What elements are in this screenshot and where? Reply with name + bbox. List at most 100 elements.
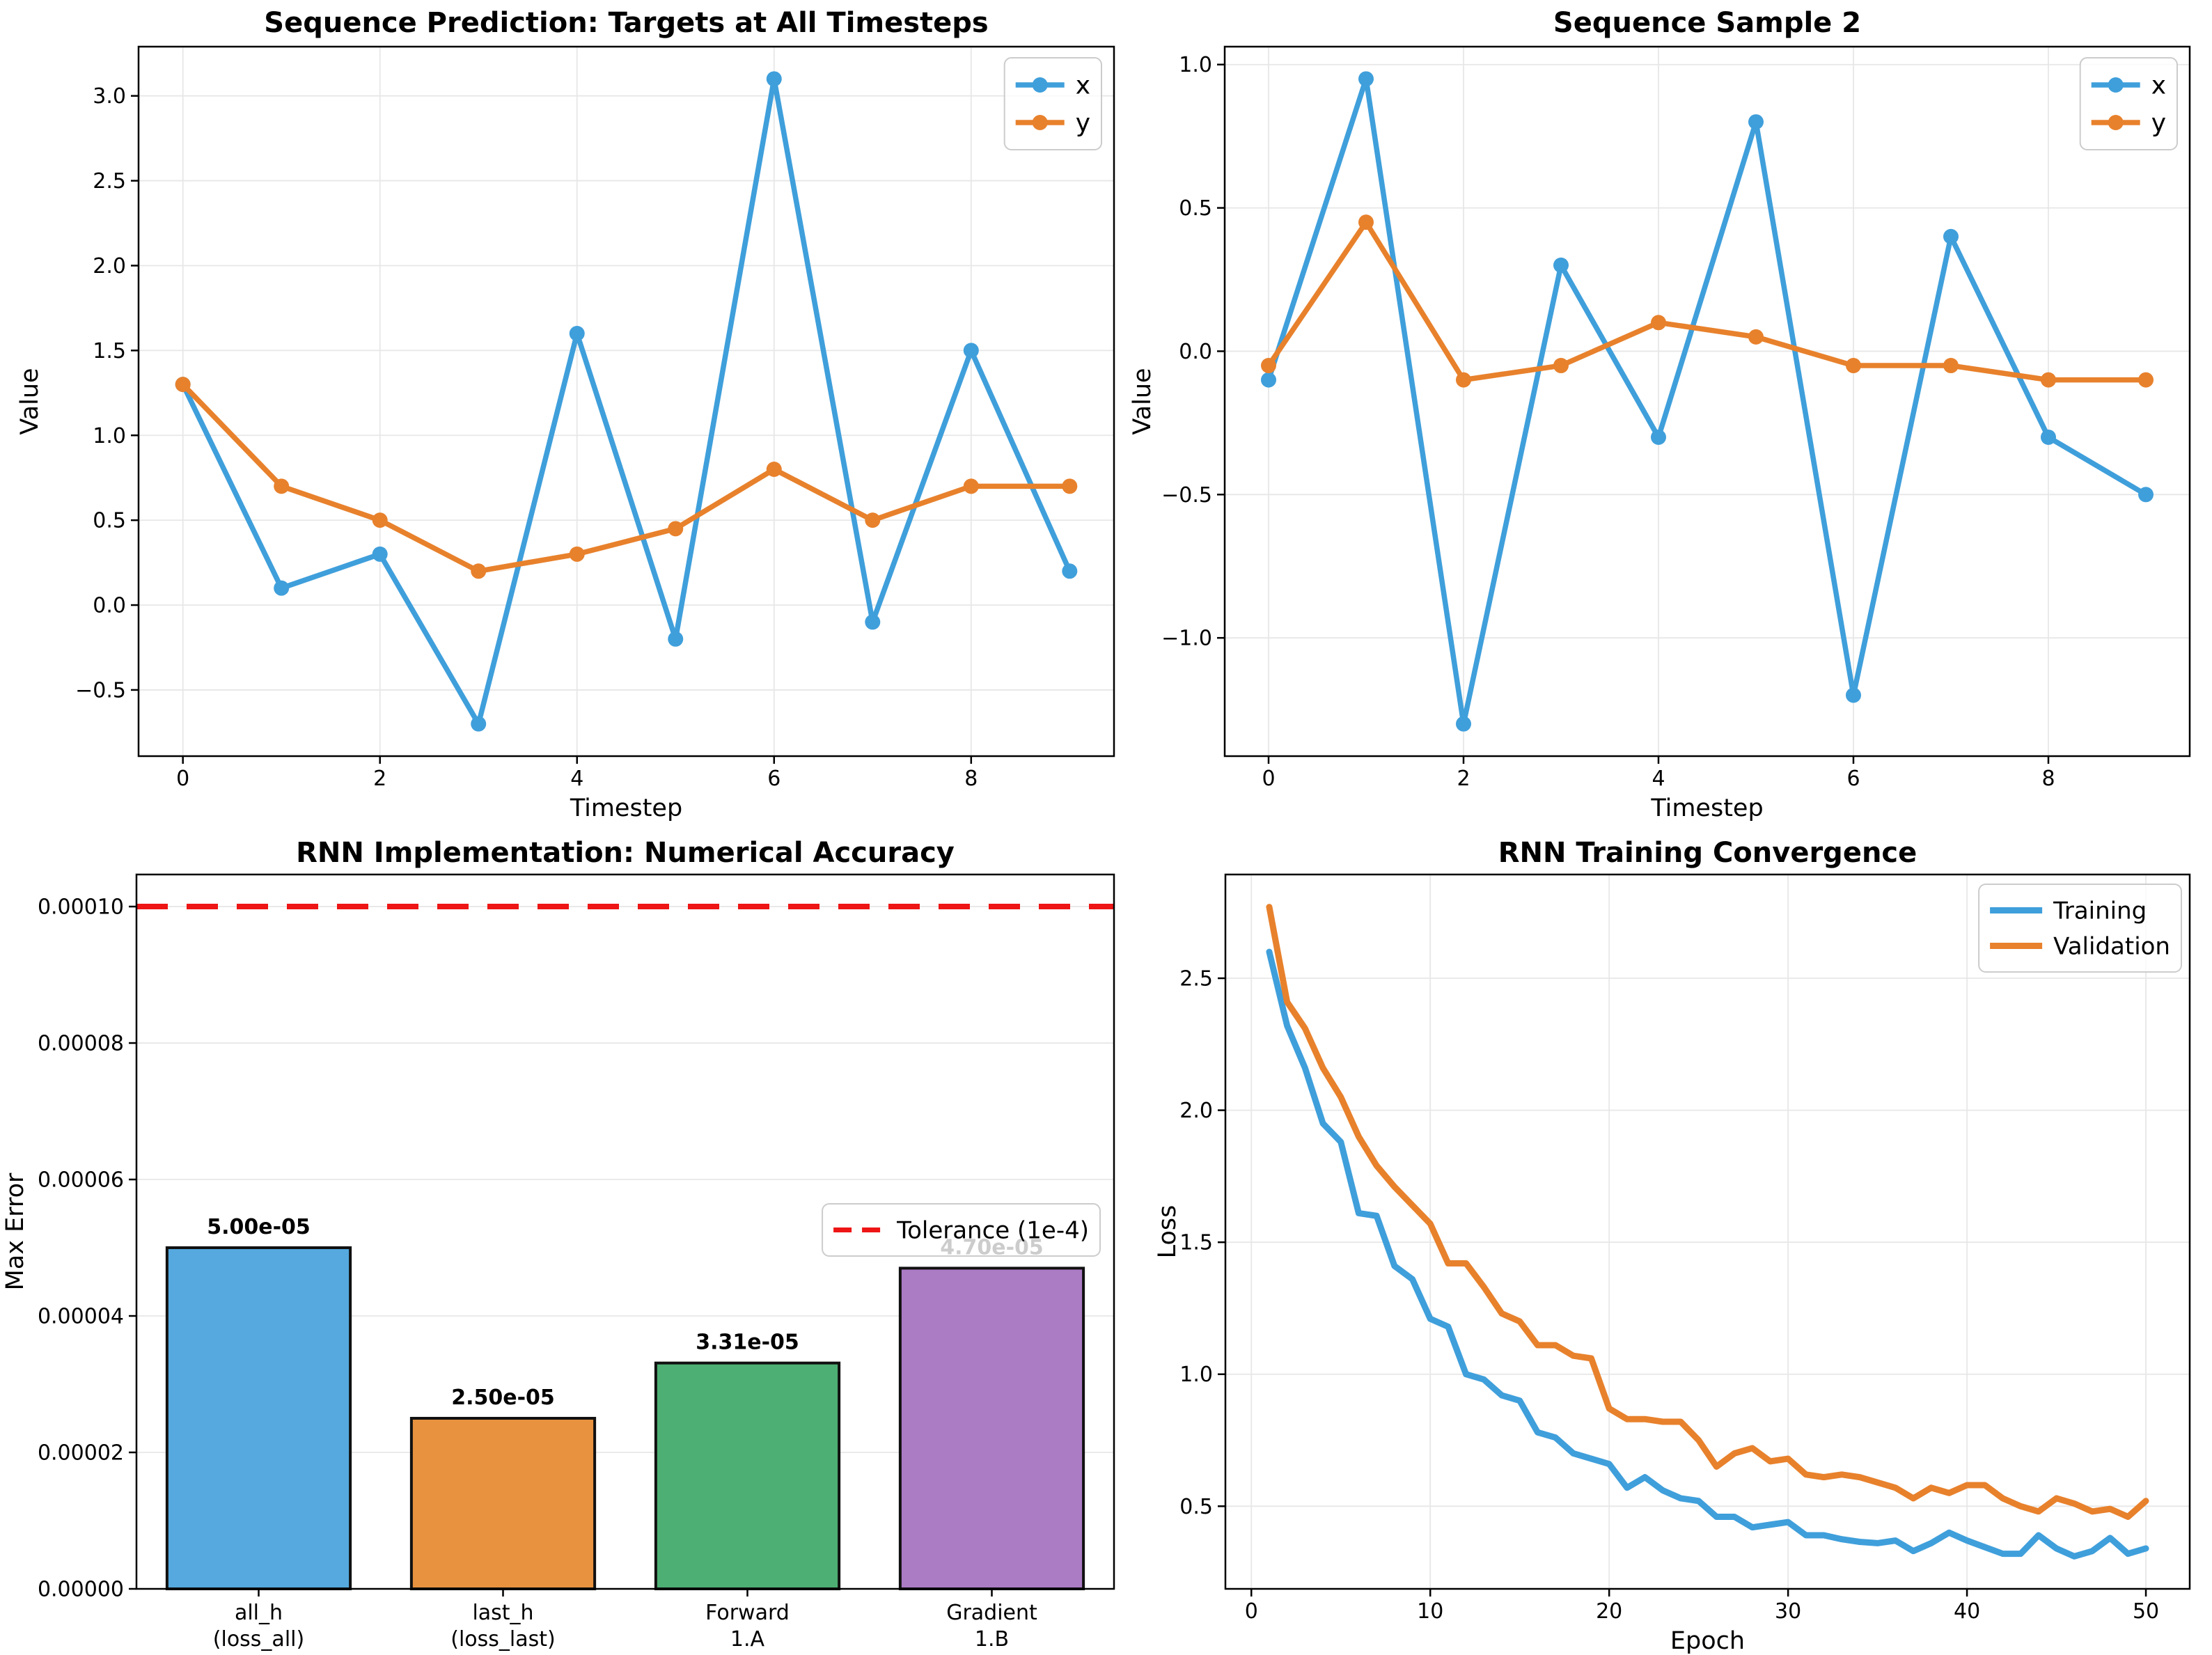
data-point-marker — [175, 377, 191, 393]
legend-label: Validation — [2053, 932, 2170, 960]
data-point-marker — [372, 512, 388, 528]
legend-label: Tolerance (1e-4) — [896, 1216, 1089, 1244]
x-tick-label: 2 — [373, 767, 386, 791]
y-axis-label: Value — [1129, 368, 1156, 434]
axes-spine — [1223, 45, 2191, 758]
y-tick-label: 0.00008 — [38, 1032, 124, 1056]
category-labels: all_h(loss_all)last_h(loss_last)Forward1… — [213, 1589, 1037, 1652]
x-axis-label: Timestep — [1650, 794, 1763, 822]
data-point-marker — [1456, 372, 1471, 388]
data-point-marker — [471, 563, 487, 579]
data-point-marker — [1943, 228, 1959, 244]
data-point-marker — [1261, 372, 1276, 388]
y-tick-label: 3.0 — [93, 84, 126, 109]
data-point-marker — [1456, 716, 1471, 732]
legend-label: x — [1076, 72, 1090, 100]
data-point-marker — [963, 343, 979, 359]
y-tick-label: 0.00004 — [38, 1305, 124, 1329]
y-tick-label: 2.0 — [1179, 1099, 1213, 1123]
data-point-marker — [569, 325, 585, 341]
chart-seq_pred: −0.5 0.0 0.5 1.0 1.5 2.0 2.5 3.0 0 2 4 6 8 Sequence P… — [16, 7, 1115, 822]
data-point-marker — [2041, 429, 2056, 445]
legend-box — [1003, 57, 1102, 150]
y-tick-label: −0.5 — [1161, 483, 1212, 508]
chart-title: Sequence Sample 2 — [1553, 7, 1861, 39]
y-tick-label: 0.00002 — [38, 1441, 124, 1466]
y-tick-label: 2.0 — [93, 254, 126, 279]
bar-value-label: 2.50e-05 — [451, 1386, 555, 1410]
data-point-marker — [668, 631, 684, 647]
bar-all_h — [165, 1246, 352, 1591]
chart-training: 0.5 1.0 1.5 2.0 2.5 0 10 20 30 40 50 RNN Training C… — [1154, 837, 2191, 1655]
x-tick-label: 4 — [570, 767, 583, 791]
bar-last_h — [409, 1417, 597, 1590]
x-tick-label: 0 — [1245, 1599, 1258, 1624]
legend-box — [1978, 884, 2182, 973]
series-line-x — [1266, 76, 2149, 727]
bar-value-label: 5.00e-05 — [207, 1215, 311, 1239]
category-label-line1: Forward — [705, 1601, 790, 1625]
legend-sample-marker — [2108, 115, 2124, 130]
y-tick-label: 1.0 — [1179, 1363, 1213, 1387]
x-axis-label: Epoch — [1670, 1627, 1745, 1655]
series-markers-y — [175, 377, 1078, 579]
series-markers-y — [1261, 214, 2154, 388]
x-tick-label: 6 — [1846, 767, 1860, 791]
x-tick-label: 2 — [1457, 767, 1470, 791]
category-label-line1: last_h — [472, 1601, 533, 1625]
legend-sample-marker — [1032, 115, 1048, 130]
data-point-marker — [2138, 372, 2154, 388]
y-axis-ticks: 0.00000 0.00002 0.00004 0.00006 0.00008 0.000… — [38, 895, 136, 1602]
data-point-marker — [2138, 487, 2154, 503]
data-point-marker — [1651, 429, 1666, 445]
legend-box — [2079, 57, 2178, 150]
axes-spine — [137, 45, 1115, 758]
series-markers-x — [1261, 71, 2154, 732]
y-tick-label: 0.5 — [1179, 196, 1212, 221]
y-tick-label: 0.00000 — [38, 1578, 124, 1602]
y-tick-label: 0.5 — [1179, 1495, 1213, 1519]
category-label-line2: (loss_last) — [450, 1627, 555, 1652]
data-point-marker — [766, 71, 782, 87]
x-tick-label: 10 — [1417, 1599, 1443, 1624]
axes-spine — [135, 873, 1115, 1590]
bar-Gradient — [898, 1266, 1085, 1590]
grid-lines — [1225, 47, 2190, 756]
category-label-line2: 1.A — [730, 1627, 765, 1652]
y-tick-label: −0.5 — [75, 678, 126, 703]
series-line-x — [180, 76, 1073, 727]
x-tick-label: 40 — [1954, 1599, 1980, 1624]
data-point-marker — [1748, 329, 1764, 345]
y-tick-label: 0.5 — [93, 509, 126, 533]
x-tick-label: 30 — [1775, 1599, 1801, 1624]
y-axis-ticks: −0.5 0.0 0.5 1.0 1.5 2.0 2.5 3.0 — [75, 84, 139, 703]
y-tick-label: 1.0 — [93, 424, 126, 448]
bar-Forward — [654, 1361, 841, 1590]
y-tick-label: 0.0 — [1179, 340, 1212, 364]
legend: xy — [1003, 57, 1102, 150]
grid-lines — [1225, 874, 2190, 1589]
data-point-marker — [1748, 114, 1764, 130]
data-point-marker — [963, 478, 979, 494]
data-point-marker — [569, 546, 585, 562]
grid-lines — [139, 47, 1114, 756]
chart-accuracy: 5.00e-052.50e-053.31e-054.70e-050.000000… — [1, 837, 1115, 1652]
x-axis-label: Timestep — [570, 794, 682, 822]
series-line-y — [1266, 219, 2149, 383]
category-label-line2: (loss_all) — [213, 1627, 304, 1652]
y-tick-label: 0.0 — [93, 594, 126, 618]
legend-label: x — [2151, 72, 2166, 100]
data-point-marker — [1846, 687, 1861, 703]
legend-sample-marker — [2108, 77, 2124, 93]
x-tick-label: 4 — [1652, 767, 1665, 791]
y-axis-label: Loss — [1154, 1205, 1182, 1259]
data-point-marker — [1943, 358, 1959, 374]
y-tick-label: 0.00010 — [38, 895, 124, 920]
data-point-marker — [1358, 214, 1374, 230]
data-point-marker — [2041, 372, 2056, 388]
x-tick-label: 50 — [2133, 1599, 2159, 1624]
legend-box — [822, 1203, 1101, 1257]
y-axis-label: Value — [16, 368, 44, 434]
data-point-marker — [1553, 358, 1569, 374]
